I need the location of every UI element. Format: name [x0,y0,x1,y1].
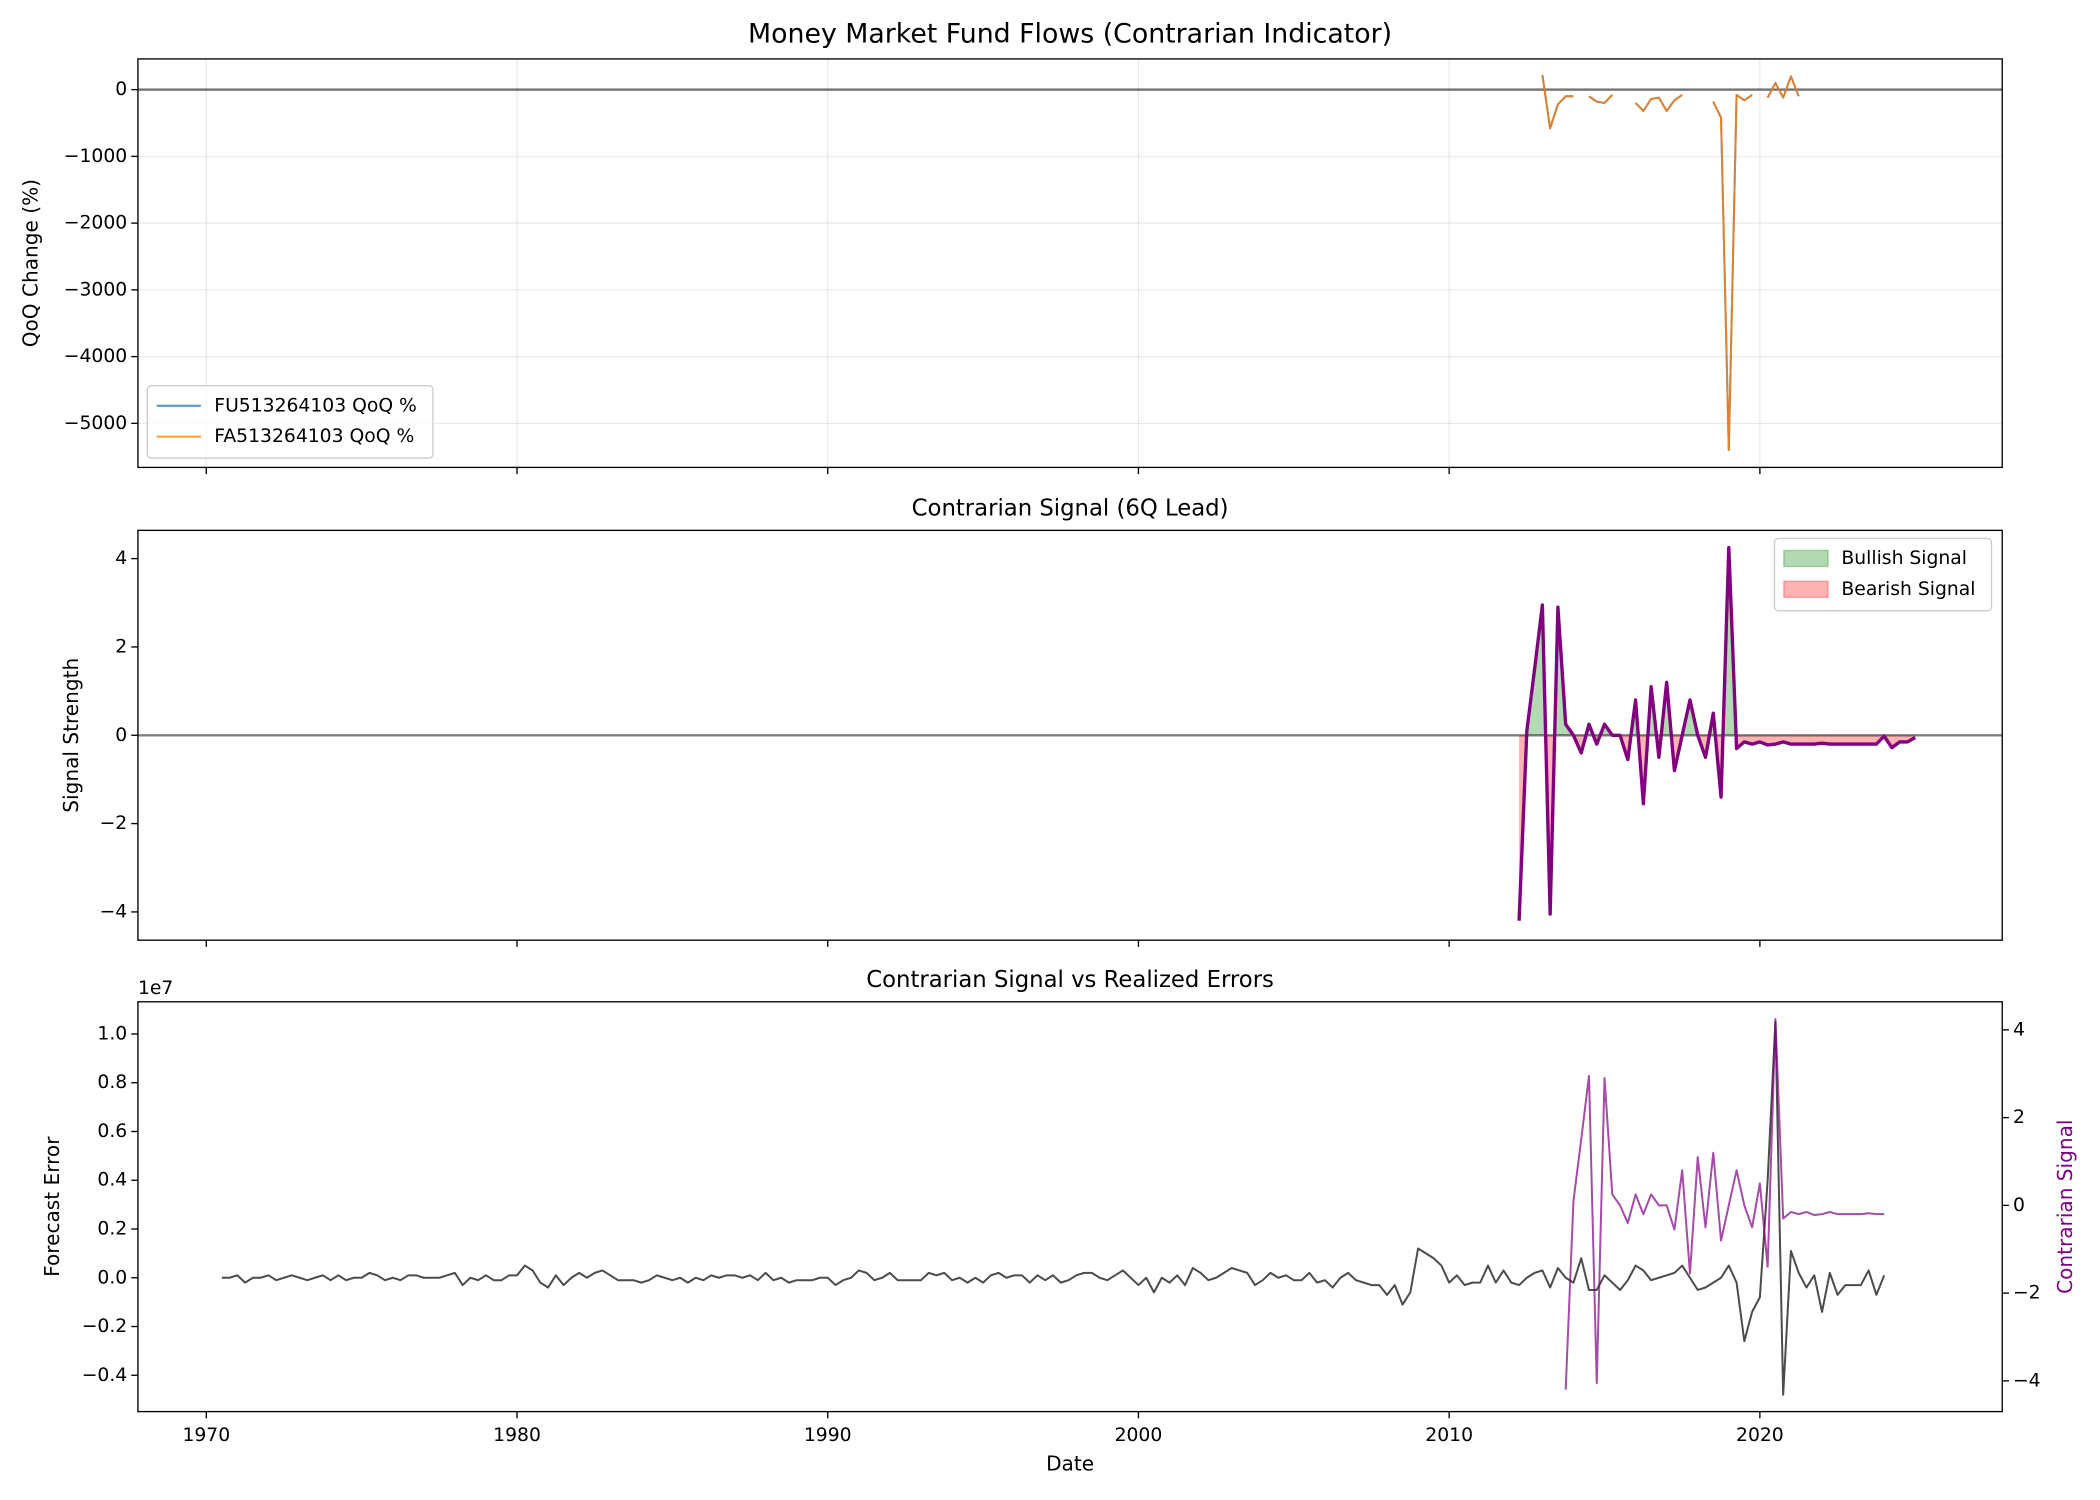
signal-fill [1790,735,1799,745]
legend-box [1773,537,1993,612]
y-tick-label: −0.4 [82,1365,128,1386]
y-tick-label: −4000 [64,346,127,367]
y2-tick-label: 0 [2013,1195,2025,1216]
legend: FU513264103 QoQ % FA513264103 QoQ % [146,385,434,459]
legend-label: Bearish Signal [1841,579,1975,600]
series-line [221,1020,1886,1396]
axes-frame [137,1001,2003,1413]
signal-fill [1845,735,1854,745]
x-tick-label: 2010 [1425,1425,1473,1446]
x-tick-label: 1970 [182,1425,230,1446]
axes-frame [137,58,2003,469]
legend-box [146,385,434,459]
legend-label: FU513264103 QoQ % [214,395,417,416]
signal-fill [1837,735,1846,745]
x-tick-label: 2000 [1115,1425,1163,1446]
x-tick-label: 2020 [1736,1425,1784,1446]
y2-axis-label: Contrarian Signal [2053,1120,2077,1294]
y-tick-label: 4 [115,548,127,569]
y-tick-label: 1.0 [97,1023,127,1044]
chart-title: Money Market Fund Flows (Contrarian Indi… [748,18,1392,49]
y-tick-label: 0 [115,79,127,100]
signal-fill [1860,735,1869,745]
signal-fill [1853,735,1861,745]
y-tick-label: −4 [100,901,128,922]
series-line [1564,1017,1885,1390]
signal-fill [1806,735,1815,745]
y2-tick-label: −2 [2013,1283,2041,1304]
signal-fill [1620,735,1628,760]
signal-fill [1868,735,1877,745]
x-tick-label: 1990 [804,1425,852,1446]
y-tick-label: 0 [115,725,127,746]
legend-swatch [1783,580,1829,598]
y-tick-label: 0.0 [97,1267,127,1288]
y-tick-label: −2000 [64,213,127,234]
y-tick-label: −0.2 [82,1316,128,1337]
x-axis-label: Date [1046,1452,1094,1476]
y-axis-label: Signal Strength [59,658,83,813]
series-line [1541,74,1800,452]
y-offset-label: 1e7 [138,978,173,999]
y2-tick-label: 2 [2013,1107,2025,1128]
signal-fill [1829,735,1838,745]
legend-label: Bullish Signal [1841,548,1967,569]
series-line [1517,545,1917,921]
y-tick-label: −2 [100,813,128,834]
signal-fill [1767,735,1776,745]
y-tick-label: 0.6 [97,1121,127,1142]
y-tick-label: −3000 [64,279,127,300]
y-tick-label: −1000 [64,146,127,167]
y-tick-label: 0.2 [97,1219,127,1240]
y-tick-label: 0.4 [97,1170,127,1191]
chart-title: Contrarian Signal vs Realized Errors [866,967,1274,993]
y-tick-label: −5000 [64,413,127,434]
chart-title: Contrarian Signal (6Q Lead) [912,495,1229,521]
y-axis-label: QoQ Change (%) [19,179,43,347]
legend-label: FA513264103 QoQ % [214,426,414,447]
signal-fill [1534,604,1543,736]
signal-fill [1798,735,1807,745]
y-tick-label: 0.8 [97,1072,127,1093]
x-tick-label: 1980 [493,1425,541,1446]
y2-tick-label: −4 [2013,1370,2041,1391]
legend: Bullish Signal Bearish Signal [1773,537,1993,612]
y-axis-label: Forecast Error [40,1136,64,1277]
y2-tick-label: 4 [2013,1019,2025,1040]
y-tick-label: 2 [115,636,127,657]
signal-fill [1674,735,1683,771]
legend-swatch [1783,549,1829,568]
